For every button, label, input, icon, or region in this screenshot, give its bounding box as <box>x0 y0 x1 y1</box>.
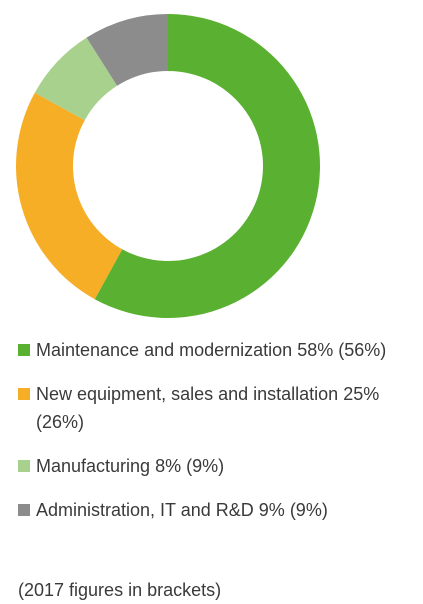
legend-swatch <box>18 460 30 472</box>
legend-label: Manufacturing <box>36 456 151 476</box>
donut-segment <box>94 14 321 318</box>
legend-item: Maintenance and modernization 58% (56%) <box>18 336 418 364</box>
legend-item: Manufacturing 8% (9%) <box>18 452 418 480</box>
value-label: 9% <box>258 500 285 520</box>
legend-swatch <box>18 504 30 516</box>
legend-text: Manufacturing 8% (9%) <box>36 452 418 480</box>
legend-item: Administration, IT and R&D 9% (9%) <box>18 496 418 524</box>
legend: Maintenance and modernization 58% (56%) N… <box>18 336 418 540</box>
legend-text: Maintenance and modernization 58% (56%) <box>36 336 418 364</box>
chart <box>16 14 321 318</box>
donut-segment <box>86 14 168 86</box>
legend-text: New equipment, sales and installation 25… <box>36 380 418 436</box>
note: (2017 figures in brackets) <box>18 580 222 600</box>
legend-swatch <box>18 344 30 356</box>
legend-text: Administration, IT and R&D 9% (9%) <box>36 496 418 524</box>
legend-label: Administration, IT and R&D <box>36 500 254 520</box>
value-label: 58% <box>297 340 334 360</box>
previous-label: (56%) <box>338 340 387 360</box>
legend-item: New equipment, sales and installation 25… <box>18 380 418 436</box>
previous-label: (9%) <box>289 500 328 520</box>
previous-label: (26%) <box>36 412 85 432</box>
previous-label: (9%) <box>186 456 225 476</box>
legend-swatch <box>18 388 30 400</box>
donut-segment <box>16 92 123 300</box>
value-label: 8% <box>155 456 182 476</box>
legend-label: New equipment, sales and installation <box>36 384 339 404</box>
legend-label: Maintenance and modernization <box>36 340 293 360</box>
donut-segment <box>34 37 118 121</box>
value-label: 25% <box>343 384 380 404</box>
